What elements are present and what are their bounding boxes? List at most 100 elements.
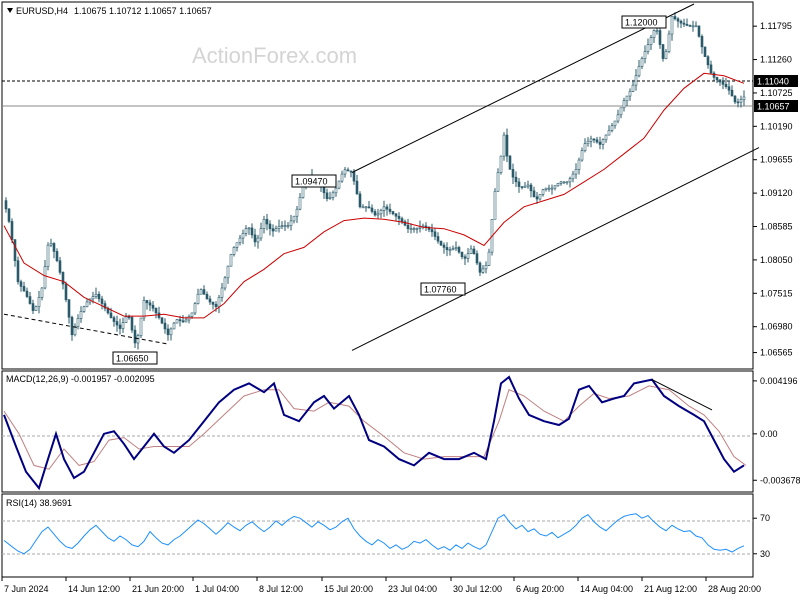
dropdown-triangle-icon[interactable] xyxy=(7,8,13,13)
price-bar-body xyxy=(16,260,20,283)
price-bar-body xyxy=(163,322,167,330)
price-bar-body xyxy=(430,229,434,233)
price-bar-body xyxy=(682,22,686,25)
price-bar-body xyxy=(466,253,470,259)
price-bar-body xyxy=(559,181,563,184)
price-bar-body xyxy=(280,225,284,227)
price-bar-body xyxy=(727,86,731,91)
price-bar-body xyxy=(337,180,341,189)
price-bar-body xyxy=(475,253,479,264)
time-tick-label: 15 Jul 20:00 xyxy=(324,584,373,594)
price-bar-body xyxy=(223,277,227,289)
price-bar-body xyxy=(91,296,95,300)
time-axis: 7 Jun 2024 14 Jun 12:00 21 Jun 20:00 1 Jul … xyxy=(1,577,761,594)
price-bar-body xyxy=(625,95,629,102)
price-bar-body xyxy=(334,187,338,194)
price-bar-body xyxy=(448,249,452,252)
price-bar-body xyxy=(439,240,443,246)
price-bar-body xyxy=(529,184,533,192)
channel-lower-line xyxy=(351,147,760,351)
price-bar-body xyxy=(82,306,86,312)
price-bar-body xyxy=(688,25,692,27)
price-bar-body xyxy=(457,247,461,253)
price-bar-body xyxy=(679,20,683,24)
price-bar-body xyxy=(721,81,725,85)
price-bar-body xyxy=(355,180,359,195)
price-bar-body xyxy=(595,139,599,143)
price-bar-body xyxy=(496,172,500,192)
price-bar-body xyxy=(250,227,254,236)
price-bar-body xyxy=(118,324,122,329)
time-tick-label: 28 Aug 20:00 xyxy=(708,584,761,594)
time-tick-label: 14 Aug 04:00 xyxy=(580,584,633,594)
price-bar-body xyxy=(145,300,149,304)
price-bar-body xyxy=(415,227,419,230)
price-bar-body xyxy=(49,243,53,246)
channel-upper-line xyxy=(351,3,695,173)
price-bar-body xyxy=(340,173,344,182)
macd-axis: 0.004196 0.00 -0.003678 xyxy=(753,376,800,485)
price-bar-body xyxy=(700,36,704,48)
price-tick-label: 1.11795 xyxy=(760,21,792,31)
price-axis-badge-text: 1.10657 xyxy=(757,102,790,112)
price-tick-label: 1.07515 xyxy=(760,288,793,298)
price-bar-body xyxy=(616,114,620,122)
price-bar-body xyxy=(85,301,89,308)
price-bar-body xyxy=(643,51,647,59)
mid-high-badge-text: 1.09470 xyxy=(295,177,328,187)
price-bar-body xyxy=(709,64,713,74)
price-tick-label: 1.06980 xyxy=(760,322,793,332)
price-bar-body xyxy=(34,306,38,311)
price-bar-body xyxy=(211,301,215,305)
price-bar-body xyxy=(184,319,188,323)
symbol-label: EURUSD,H4 xyxy=(16,6,68,16)
price-bar-body xyxy=(481,268,485,273)
price-bar-body xyxy=(46,244,50,267)
price-bar-body xyxy=(697,25,701,37)
price-panel xyxy=(1,1,754,370)
price-bar-body xyxy=(577,159,581,170)
price-tick-label: 1.10190 xyxy=(760,121,793,131)
price-bar-body xyxy=(553,185,557,189)
price-bar-body xyxy=(352,171,356,182)
price-bar-body xyxy=(7,208,11,222)
price-bar-body xyxy=(565,181,569,184)
time-tick-label: 7 Jun 2024 xyxy=(4,584,49,594)
price-bar-body xyxy=(394,213,398,217)
level-axis-badge xyxy=(754,75,798,87)
price-bar-body xyxy=(607,130,611,136)
price-bar-body xyxy=(37,297,41,308)
price-bar-body xyxy=(583,143,587,151)
watermark: ActionForex.com xyxy=(192,43,357,68)
price-bar-body xyxy=(736,101,740,104)
price-bar-body xyxy=(241,233,245,239)
price-tick-label: 1.09120 xyxy=(760,188,793,198)
price-bar-body xyxy=(295,208,299,217)
price-bar-body xyxy=(199,289,203,295)
price-bar-body xyxy=(43,266,47,289)
price-bar-body xyxy=(655,30,659,32)
price-bar-body xyxy=(79,311,83,319)
price-bar-body xyxy=(640,58,644,67)
price-bar-body xyxy=(523,185,527,188)
price-bar-body xyxy=(427,226,431,230)
price-bar-body xyxy=(574,169,578,175)
price-bar-body xyxy=(493,190,497,220)
rsi-panel xyxy=(1,493,754,578)
price-bar-body xyxy=(232,247,236,255)
price-bar-body xyxy=(361,206,365,209)
price-bar-body xyxy=(610,125,614,131)
price-bar-body xyxy=(694,25,698,28)
price-bar-body xyxy=(205,293,209,300)
price-bar-body xyxy=(535,196,539,200)
price-bar-body xyxy=(259,228,263,239)
price-bar-body xyxy=(451,248,455,251)
trend-channel xyxy=(3,3,760,351)
price-bar-body xyxy=(13,239,17,261)
price-bar-body xyxy=(538,194,542,200)
price-bar-body xyxy=(685,23,689,26)
price-bar-body xyxy=(379,210,383,215)
price-bar-body xyxy=(73,326,77,336)
price-bar-body xyxy=(28,296,32,304)
price-bar-body xyxy=(19,281,23,287)
